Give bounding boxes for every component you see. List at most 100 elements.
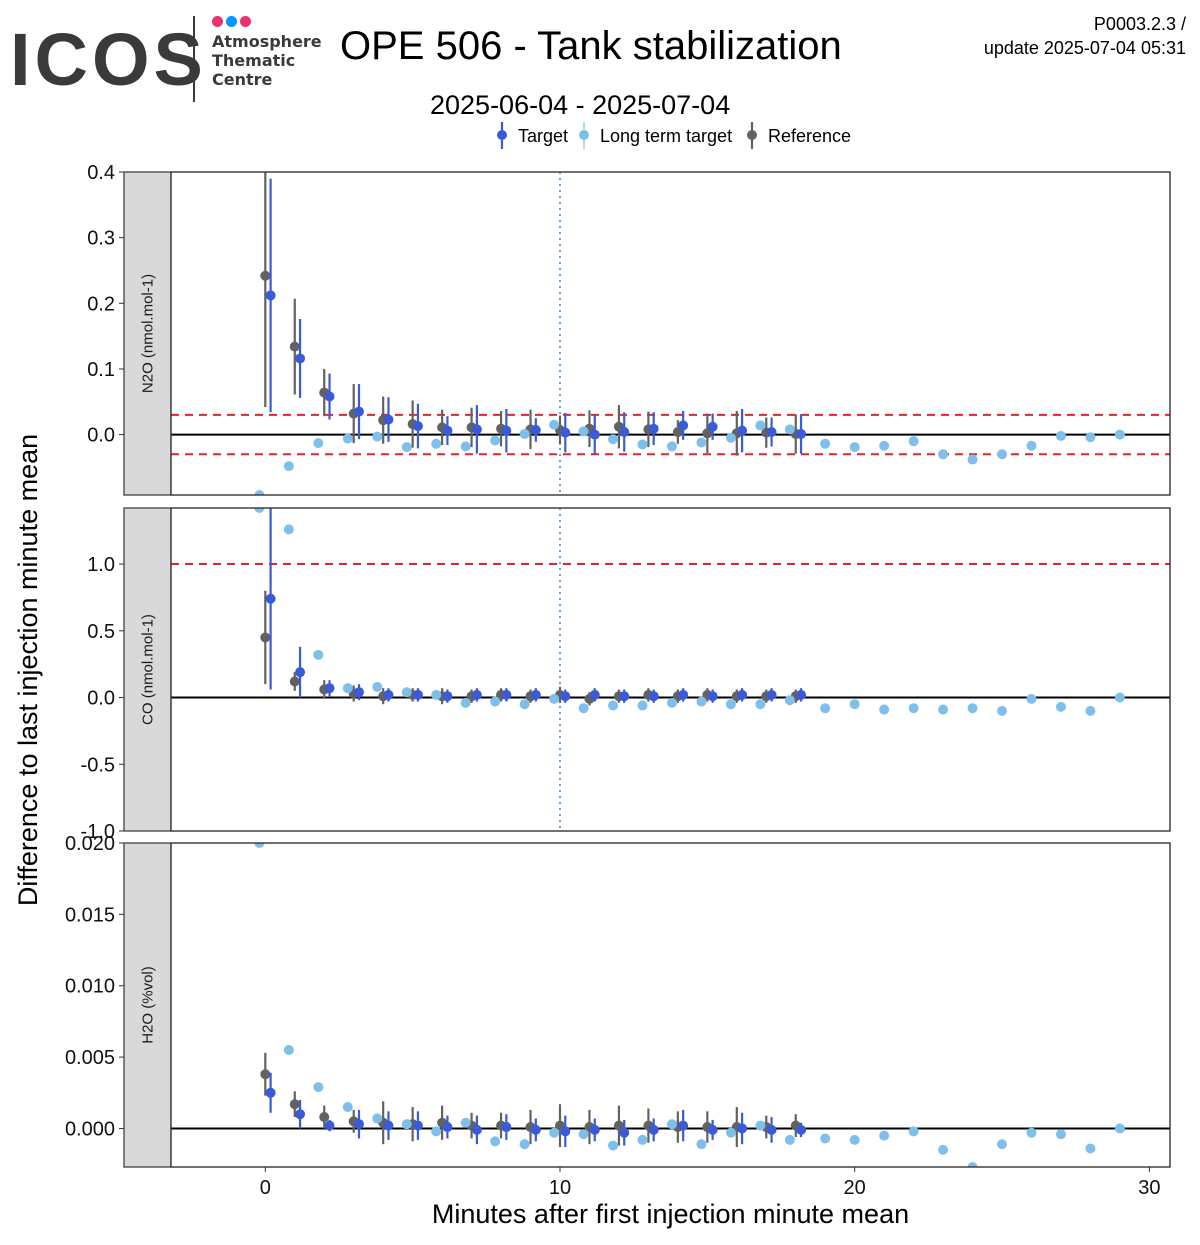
- panel-border-2: [170, 842, 1171, 1168]
- point-target-2-5: [412, 1120, 423, 1131]
- point-long-term-target-1-11: [578, 703, 589, 714]
- point-long-term-target-2-25: [997, 1139, 1008, 1150]
- point-target-2-12: [619, 1127, 630, 1138]
- point-target-1-18: [796, 689, 807, 700]
- point-target-1-9: [530, 689, 541, 700]
- point-long-term-target-0-3: [342, 433, 353, 444]
- point-reference-0-0: [260, 270, 271, 281]
- point-target-1-3: [354, 687, 365, 698]
- x-tick-label-2: 20: [844, 1177, 866, 1199]
- point-target-2-1: [295, 1109, 306, 1120]
- point-target-1-6: [442, 691, 453, 702]
- point-long-term-target-0-24: [967, 454, 978, 465]
- point-long-term-target-1-22: [908, 703, 919, 714]
- point-long-term-target-1-18: [784, 695, 795, 706]
- point-long-term-target-2-23: [938, 1144, 949, 1155]
- point-long-term-target-1-8: [490, 696, 501, 707]
- legend-label-1: Long term target: [600, 126, 732, 146]
- point-long-term-target-1-26: [1026, 693, 1037, 704]
- point-reference-2-2: [319, 1112, 330, 1123]
- point-target-1-13: [648, 691, 659, 702]
- legend-marker-1: [579, 130, 589, 140]
- y-tick-label-1-3: 0.5: [87, 621, 115, 643]
- point-long-term-target-1-7: [460, 697, 471, 708]
- point-long-term-target-2-19: [820, 1133, 831, 1144]
- point-reference-2-1: [289, 1099, 300, 1110]
- point-target-1-5: [412, 689, 423, 700]
- logo-text-centre: Centre: [212, 70, 273, 89]
- y-tick-label-1-4: 1.0: [87, 554, 115, 576]
- point-long-term-target-0-7: [460, 441, 471, 452]
- point-long-term-target-2-17: [755, 1120, 766, 1131]
- point-long-term-target-2-27: [1055, 1129, 1066, 1140]
- point-target-1-11: [589, 689, 600, 700]
- point-long-term-target-0-5: [401, 442, 412, 453]
- logo-divider: [193, 16, 195, 102]
- point-target-2-9: [530, 1124, 541, 1135]
- x-axis-label: Minutes after first injection minute mea…: [432, 1199, 909, 1229]
- point-long-term-target-2-2: [313, 1082, 324, 1093]
- point-long-term-target-2-0: [254, 843, 265, 848]
- point-reference-0-1: [289, 341, 300, 352]
- point-long-term-target-1-23: [938, 704, 949, 715]
- point-target-0-14: [678, 420, 689, 431]
- panel-plot-area-2: [171, 843, 1170, 1167]
- logo-text-atmosphere: Atmosphere: [212, 32, 322, 51]
- point-long-term-target-0-16: [725, 432, 736, 443]
- point-long-term-target-1-14: [666, 697, 677, 708]
- panel-background-0: [171, 172, 1170, 495]
- point-long-term-target-2-3: [342, 1102, 353, 1113]
- point-long-term-target-0-26: [1026, 440, 1037, 451]
- point-target-1-15: [707, 691, 718, 702]
- point-target-2-18: [796, 1124, 807, 1135]
- panel-background-1: [171, 508, 1170, 831]
- y-tick-label-2-2: 0.010: [65, 976, 115, 998]
- point-long-term-target-2-8: [490, 1136, 501, 1147]
- point-target-1-16: [737, 689, 748, 700]
- point-long-term-target-1-16: [725, 699, 736, 710]
- point-target-0-5: [412, 421, 423, 432]
- point-target-0-8: [501, 425, 512, 436]
- point-long-term-target-2-5: [401, 1119, 412, 1130]
- y-tick-label-0-4: 0.4: [87, 162, 115, 184]
- point-target-1-8: [501, 689, 512, 700]
- point-long-term-target-0-21: [879, 440, 890, 451]
- point-long-term-target-2-24: [967, 1162, 978, 1167]
- point-target-0-10: [560, 427, 571, 438]
- point-reference-1-1: [289, 676, 300, 687]
- point-long-term-target-1-2: [313, 649, 324, 660]
- y-tick-label-0-0: 0.0: [87, 425, 115, 447]
- point-long-term-target-0-2: [313, 438, 324, 449]
- y-tick-label-0-1: 0.1: [87, 359, 115, 381]
- point-target-1-17: [766, 689, 777, 700]
- point-target-2-14: [678, 1120, 689, 1131]
- point-long-term-target-2-18: [784, 1134, 795, 1145]
- version-label: P0003.2.3 /: [1093, 14, 1186, 34]
- point-long-term-target-2-13: [637, 1134, 648, 1145]
- y-tick-label-2-4: 0.020: [65, 833, 115, 855]
- point-target-0-17: [766, 426, 777, 437]
- y-axis-label: Difference to last injection minute mean: [13, 434, 43, 906]
- point-long-term-target-1-28: [1085, 705, 1096, 716]
- logo-dot-3: [240, 16, 251, 27]
- point-target-1-4: [383, 689, 394, 700]
- logo-text-thematic: Thematic: [212, 51, 296, 70]
- point-target-1-0: [265, 593, 276, 604]
- point-target-2-7: [471, 1124, 482, 1135]
- panel-strip-1: [123, 507, 172, 832]
- point-long-term-target-1-4: [372, 681, 383, 692]
- point-target-0-2: [324, 391, 335, 402]
- legend-marker-0: [497, 130, 507, 140]
- point-long-term-target-0-22: [908, 436, 919, 447]
- point-long-term-target-1-27: [1055, 701, 1066, 712]
- point-target-0-7: [471, 424, 482, 435]
- point-long-term-target-2-28: [1085, 1143, 1096, 1154]
- point-target-0-3: [354, 406, 365, 417]
- point-long-term-target-1-5: [401, 687, 412, 698]
- point-long-term-target-0-1: [283, 461, 294, 472]
- point-long-term-target-2-7: [460, 1117, 471, 1128]
- update-timestamp: update 2025-07-04 05:31: [983, 38, 1186, 58]
- point-long-term-target-0-9: [519, 428, 530, 439]
- panel-plot-area-1: [171, 508, 1170, 831]
